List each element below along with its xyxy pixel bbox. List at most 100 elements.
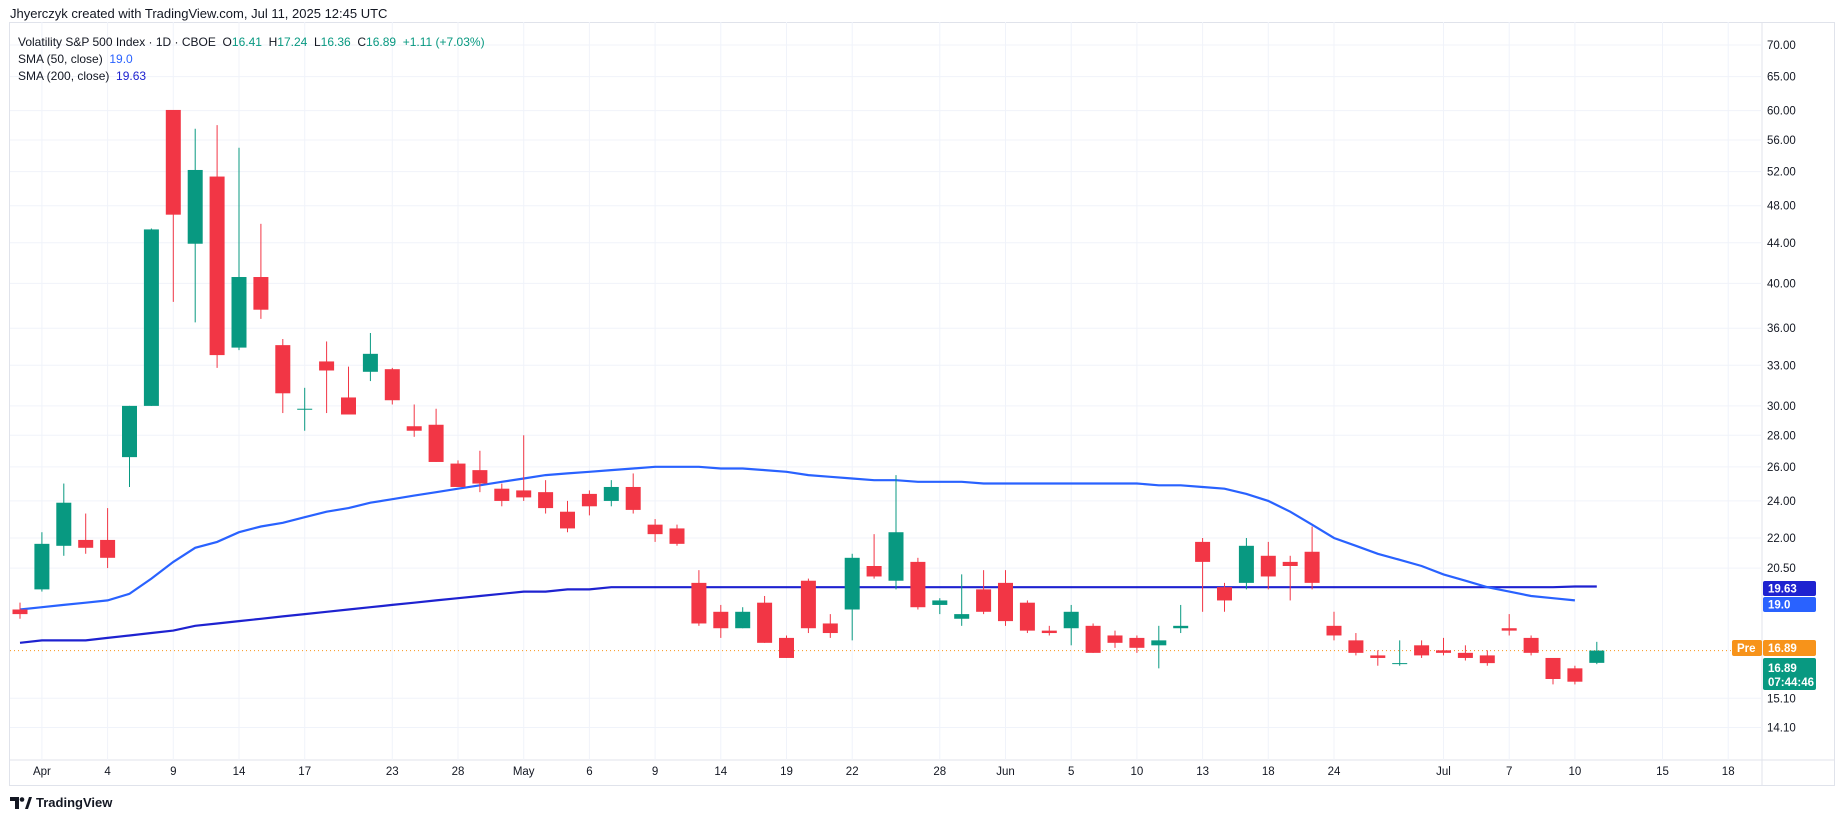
candle-body[interactable]	[275, 345, 291, 394]
candle-body[interactable]	[779, 637, 794, 658]
candle-body[interactable]	[209, 176, 225, 356]
candle-body[interactable]	[428, 424, 444, 462]
candle-body[interactable]	[143, 229, 159, 406]
candle-body[interactable]	[362, 353, 378, 372]
candle-body[interactable]	[1063, 611, 1079, 629]
candle-body[interactable]	[1501, 628, 1517, 631]
candle-body[interactable]	[56, 502, 72, 546]
candle-body[interactable]	[1457, 652, 1473, 658]
sma50-label[interactable]: SMA (50, close)	[18, 52, 103, 66]
x-tick-label: Jun	[996, 766, 1015, 778]
candle-body[interactable]	[1567, 668, 1583, 682]
x-tick-label: 15	[1656, 766, 1669, 778]
candle-body[interactable]	[822, 623, 838, 634]
candle-body[interactable]	[998, 582, 1013, 622]
candle-body[interactable]	[1348, 640, 1364, 653]
symbol-legend-row[interactable]: Volatility S&P 500 Index · 1D · CBOE O16…	[18, 34, 485, 51]
candle-body[interactable]	[603, 486, 619, 501]
candle-body[interactable]	[581, 493, 597, 507]
candle-body[interactable]	[976, 589, 992, 612]
candle-body[interactable]	[1479, 655, 1495, 664]
symbol-title[interactable]: Volatility S&P 500 Index · 1D · CBOE	[18, 35, 216, 49]
x-tick-label: 7	[1506, 766, 1512, 778]
low-label: L	[313, 35, 321, 49]
candle-body[interactable]	[78, 539, 94, 548]
candle-body[interactable]	[472, 470, 488, 484]
candle-body[interactable]	[669, 528, 685, 544]
candle-body[interactable]	[122, 405, 137, 458]
candle-body[interactable]	[1370, 655, 1386, 658]
candle-body[interactable]	[1545, 657, 1561, 679]
sma50-value: 19.0	[109, 52, 133, 66]
high-value: 17.24	[277, 35, 308, 49]
candle-body[interactable]	[888, 532, 904, 581]
candle-body[interactable]	[1589, 650, 1605, 663]
candle-body[interactable]	[406, 426, 422, 431]
candle-body[interactable]	[1107, 635, 1123, 643]
candle-body[interactable]	[647, 524, 663, 535]
candle-body[interactable]	[1304, 551, 1320, 583]
candle-body[interactable]	[1085, 625, 1101, 653]
candle-body[interactable]	[384, 369, 400, 401]
candle-body[interactable]	[1436, 650, 1451, 653]
candle-body[interactable]	[253, 277, 269, 310]
candle-body[interactable]	[1151, 640, 1167, 646]
y-tick-label: 65.00	[1767, 72, 1796, 84]
candle-body[interactable]	[187, 169, 203, 244]
sma200-badge	[1763, 581, 1816, 597]
candle-body[interactable]	[231, 277, 247, 348]
candle-body[interactable]	[341, 397, 356, 415]
open-value: 16.41	[231, 35, 262, 49]
candle-body[interactable]	[1238, 545, 1254, 583]
candle-body[interactable]	[516, 490, 532, 498]
close-value: 16.89	[366, 35, 397, 49]
tradingview-logo[interactable]: TradingView	[10, 795, 112, 810]
sma200-legend-row[interactable]: SMA (200, close) 19.63	[18, 68, 485, 85]
candle-body[interactable]	[560, 511, 575, 529]
candle-body[interactable]	[319, 361, 335, 371]
open-label: O	[222, 35, 232, 49]
candle-body[interactable]	[34, 543, 50, 590]
candle-body[interactable]	[1326, 625, 1342, 636]
sma50-legend-row[interactable]: SMA (50, close) 19.0	[18, 51, 485, 68]
candle-body[interactable]	[1217, 587, 1232, 601]
candle-body[interactable]	[12, 609, 28, 615]
candle-body[interactable]	[932, 600, 948, 605]
candle-body[interactable]	[910, 561, 926, 608]
candle-body[interactable]	[1414, 645, 1430, 656]
candle-body[interactable]	[1260, 555, 1276, 577]
candle-body[interactable]	[1173, 625, 1189, 629]
candle-body[interactable]	[1041, 630, 1057, 634]
candle-body[interactable]	[866, 566, 882, 577]
candle-body[interactable]	[713, 611, 729, 629]
candle-body[interactable]	[538, 492, 554, 509]
candle-body[interactable]	[844, 557, 860, 610]
sma50-badge-label: 19.0	[1768, 600, 1790, 612]
candle-body[interactable]	[757, 602, 773, 643]
candle-body[interactable]	[691, 582, 707, 624]
candle-body[interactable]	[1129, 637, 1145, 648]
candle-body[interactable]	[735, 611, 751, 629]
sma50-line[interactable]	[19, 465, 1576, 611]
candle-body[interactable]	[1195, 541, 1211, 562]
candle-body[interactable]	[165, 109, 181, 215]
candle-body[interactable]	[494, 488, 510, 501]
sma200-label[interactable]: SMA (200, close)	[18, 69, 110, 83]
tradingview-label: TradingView	[36, 795, 113, 810]
y-tick-label: 56.00	[1767, 135, 1796, 147]
candle-body[interactable]	[625, 486, 641, 510]
last-price-badge	[1763, 658, 1816, 690]
pre-market-badge	[1763, 640, 1816, 656]
candle-body[interactable]	[1523, 637, 1539, 653]
candle-body[interactable]	[100, 539, 116, 558]
candle-body[interactable]	[1392, 663, 1408, 665]
candle-body[interactable]	[1282, 561, 1298, 567]
x-tick-label: Jul	[1436, 766, 1451, 778]
candle-body[interactable]	[297, 408, 313, 410]
candle-body[interactable]	[1019, 602, 1035, 631]
candle-body[interactable]	[450, 463, 466, 487]
x-tick-label: 22	[846, 766, 859, 778]
candle-body[interactable]	[800, 580, 816, 629]
candle-body[interactable]	[954, 614, 970, 619]
